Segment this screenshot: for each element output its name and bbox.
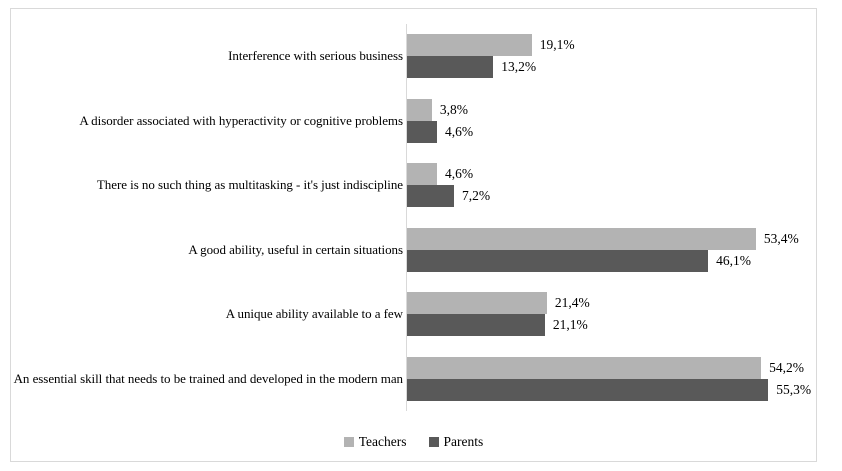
category-label-text: An essential skill that needs to be trai… <box>13 370 403 386</box>
category-label: A good ability, useful in certain situat… <box>11 218 406 283</box>
category-row: There is no such thing as multitasking -… <box>11 153 816 218</box>
value-label: 13,2% <box>501 59 537 75</box>
bar-pair: 53,4% 46,1% <box>407 227 799 272</box>
category-label-text: A disorder associated with hyperactivity… <box>79 112 403 128</box>
legend-item-parents: Parents <box>428 434 484 450</box>
value-label: 4,6% <box>445 123 474 139</box>
value-label: 21,4% <box>554 295 590 311</box>
bar-parents: 4,6% <box>407 120 473 143</box>
bar-parents: 55,3% <box>407 378 811 401</box>
legend: Teachers Parents <box>11 434 816 450</box>
category-label: An essential skill that needs to be trai… <box>11 347 406 412</box>
chart-frame: Interference with serious business 19,1% 1… <box>10 8 817 462</box>
legend-item-teachers: Teachers <box>343 434 407 450</box>
bar-teachers: 53,4% <box>407 227 799 250</box>
category-label: There is no such thing as multitasking -… <box>11 153 406 218</box>
category-label: Interference with serious business <box>11 24 406 89</box>
category-label-text: A unique ability available to a few <box>225 306 403 322</box>
value-label: 21,1% <box>552 317 588 333</box>
bar-teachers: 4,6% <box>407 163 473 186</box>
bar-area: 19,1% 13,2% <box>406 24 816 89</box>
bar-teachers: 3,8% <box>407 98 468 121</box>
category-row: A good ability, useful in certain situat… <box>11 217 816 283</box>
bar-pair: 4,6% 7,2% <box>407 163 490 208</box>
bar-parents: 13,2% <box>407 56 536 79</box>
value-label: 19,1% <box>539 37 575 53</box>
value-label: 54,2% <box>769 359 804 375</box>
value-label: 3,8% <box>439 101 468 117</box>
category-label-text: Interference with serious business <box>228 48 403 64</box>
category-row: Interference with serious business 19,1% 1… <box>11 24 816 89</box>
category-label: A unique ability available to a few <box>11 282 406 347</box>
plot-area: Interference with serious business 19,1% 1… <box>11 24 816 411</box>
bar-parents: 21,1% <box>407 314 588 337</box>
bar-area: 4,6% 7,2% <box>406 153 816 218</box>
category-label-text: There is no such thing as multitasking -… <box>96 177 403 193</box>
category-label-text: A good ability, useful in certain situat… <box>188 241 403 257</box>
bar-area: 53,4% 46,1% <box>406 217 816 282</box>
bar-pair: 21,4% 21,1% <box>407 292 590 337</box>
bar-area: 54,2% 55,3% <box>406 346 816 411</box>
bar-teachers: 54,2% <box>407 356 804 379</box>
bar-pair: 54,2% 55,3% <box>407 356 811 401</box>
legend-label-parents: Parents <box>443 434 484 449</box>
value-label: 55,3% <box>776 381 812 397</box>
value-label: 46,1% <box>716 252 752 268</box>
bar-pair: 3,8% 4,6% <box>407 98 473 143</box>
category-row: A disorder associated with hyperactivity… <box>11 88 816 154</box>
bar-parents: 46,1% <box>407 249 751 272</box>
legend-marker-parents <box>428 437 439 447</box>
bar-parents: 7,2% <box>407 185 490 208</box>
value-label: 4,6% <box>445 166 474 182</box>
category-row: A unique ability available to a few 21,4%… <box>11 282 816 347</box>
bar-area: 21,4% 21,1% <box>406 282 816 347</box>
legend-label-teachers: Teachers <box>358 434 407 449</box>
bar-pair: 19,1% 13,2% <box>407 34 575 79</box>
legend-marker-teachers <box>343 437 354 447</box>
bar-teachers: 21,4% <box>407 292 590 315</box>
category-row: An essential skill that needs to be trai… <box>11 346 816 412</box>
value-label: 53,4% <box>763 230 799 246</box>
value-label: 7,2% <box>462 188 491 204</box>
category-label: A disorder associated with hyperactivity… <box>11 89 406 154</box>
bar-teachers: 19,1% <box>407 34 575 57</box>
bar-area: 3,8% 4,6% <box>406 88 816 153</box>
